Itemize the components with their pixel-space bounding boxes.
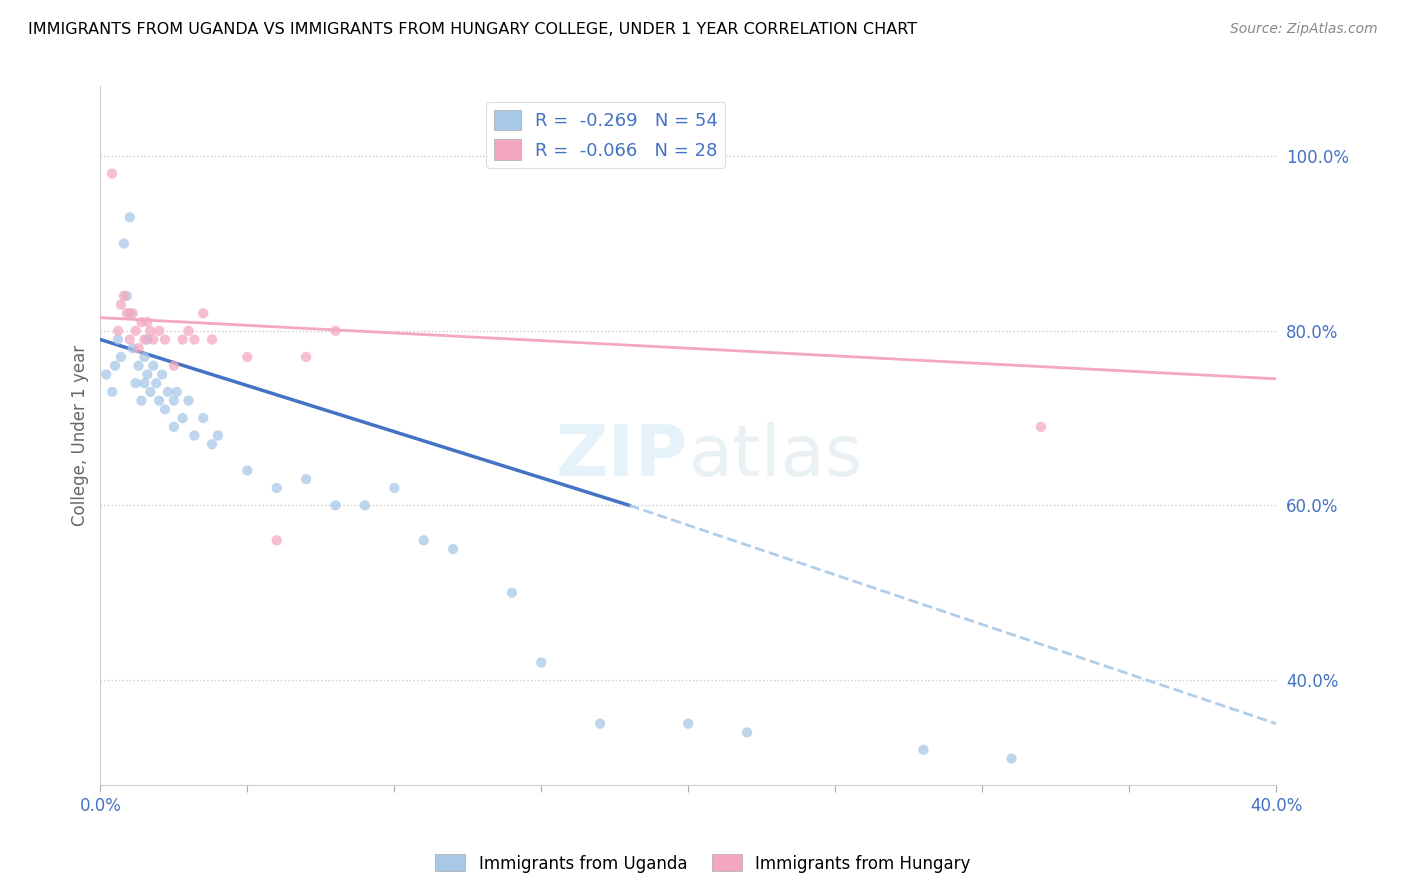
Point [115, 306, 138, 320]
Point [266, 533, 288, 548]
Point [110, 350, 132, 364]
Point [112, 236, 135, 251]
Point [136, 368, 159, 382]
Point [142, 333, 165, 347]
Point [128, 341, 150, 355]
Point [589, 716, 612, 731]
Point [156, 384, 179, 399]
Text: IMMIGRANTS FROM UGANDA VS IMMIGRANTS FROM HUNGARY COLLEGE, UNDER 1 YEAR CORRELAT: IMMIGRANTS FROM UGANDA VS IMMIGRANTS FRO… [28, 22, 917, 37]
Point [145, 376, 167, 391]
Point [325, 499, 347, 513]
Text: Source: ZipAtlas.com: Source: ZipAtlas.com [1230, 22, 1378, 37]
Point [172, 333, 194, 347]
Point [201, 437, 224, 451]
Point [236, 463, 259, 477]
Point [121, 341, 143, 355]
Point [163, 393, 186, 408]
Point [676, 716, 699, 731]
Point [193, 306, 215, 320]
Point [101, 384, 124, 399]
Point [148, 324, 170, 338]
Point [382, 481, 405, 495]
Point [1029, 420, 1052, 434]
Point [153, 402, 176, 417]
Point [107, 333, 129, 347]
Point [134, 333, 156, 347]
Point [124, 376, 146, 391]
Point [295, 350, 318, 364]
Point [501, 585, 523, 599]
Point [134, 350, 156, 364]
Point [128, 359, 150, 373]
Point [266, 481, 288, 495]
Point [530, 656, 553, 670]
Point [136, 315, 159, 329]
Point [325, 324, 347, 338]
Point [236, 350, 259, 364]
Legend: Immigrants from Uganda, Immigrants from Hungary: Immigrants from Uganda, Immigrants from … [429, 847, 977, 880]
Point [101, 167, 124, 181]
Point [148, 393, 170, 408]
Point [131, 393, 153, 408]
Point [193, 411, 215, 425]
Text: atlas: atlas [688, 422, 863, 491]
Point [441, 542, 464, 557]
Point [142, 359, 165, 373]
Point [112, 289, 135, 303]
Point [177, 324, 200, 338]
Point [183, 333, 205, 347]
Point [121, 306, 143, 320]
Point [177, 393, 200, 408]
Point [1000, 751, 1022, 765]
Point [107, 324, 129, 338]
Point [354, 499, 377, 513]
Point [124, 324, 146, 338]
Point [139, 324, 162, 338]
Point [153, 333, 176, 347]
Point [295, 472, 318, 486]
Point [163, 359, 186, 373]
Point [96, 368, 118, 382]
Y-axis label: College, Under 1 year: College, Under 1 year [72, 345, 89, 526]
Point [118, 306, 141, 320]
Point [735, 725, 758, 739]
Point [183, 428, 205, 442]
Point [172, 411, 194, 425]
Point [201, 333, 224, 347]
Point [207, 428, 229, 442]
Point [166, 384, 188, 399]
Point [115, 289, 138, 303]
Point [131, 315, 153, 329]
Point [912, 743, 935, 757]
Point [412, 533, 434, 548]
Legend: R =  -0.269   N = 54, R =  -0.066   N = 28: R = -0.269 N = 54, R = -0.066 N = 28 [486, 103, 725, 168]
Point [118, 333, 141, 347]
Text: ZIP: ZIP [555, 422, 688, 491]
Point [150, 368, 173, 382]
Point [134, 376, 156, 391]
Point [118, 211, 141, 225]
Point [136, 333, 159, 347]
Point [110, 297, 132, 311]
Point [163, 420, 186, 434]
Point [139, 384, 162, 399]
Point [104, 359, 127, 373]
